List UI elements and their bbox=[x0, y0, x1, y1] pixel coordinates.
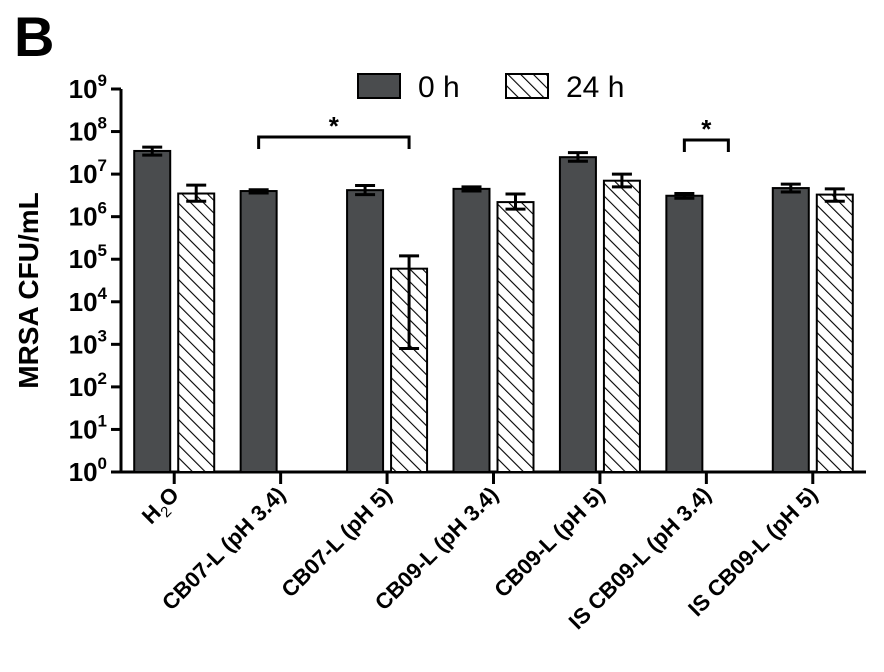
y-tick-label: 101 bbox=[69, 411, 107, 444]
significance-bracket bbox=[257, 135, 411, 149]
legend: 0 h 24 h bbox=[357, 71, 624, 104]
significance-star: * bbox=[701, 114, 712, 144]
bars bbox=[133, 145, 854, 474]
bar-24h bbox=[177, 192, 216, 473]
y-tick-label: 100 bbox=[69, 454, 107, 487]
significance-bracket bbox=[682, 138, 730, 152]
y-tick-label: 104 bbox=[69, 284, 108, 317]
bar-0h bbox=[346, 189, 385, 473]
legend-swatch bbox=[505, 73, 549, 99]
x-tick-label: CB07-L (pH 5) bbox=[276, 482, 396, 602]
bar-0h bbox=[239, 190, 278, 474]
bar-0h bbox=[665, 194, 704, 473]
bar-24h bbox=[815, 193, 854, 473]
y-tick-label: 107 bbox=[69, 156, 107, 189]
y-tick-label: 106 bbox=[69, 199, 107, 232]
significance-annotations: * * bbox=[257, 111, 730, 152]
significance-star: * bbox=[329, 111, 340, 141]
bar-0h bbox=[133, 149, 172, 473]
bar-0h bbox=[771, 187, 810, 474]
y-axis-label: MRSA CFU/mL bbox=[13, 192, 44, 389]
x-tick-label: H2O bbox=[137, 482, 187, 532]
legend-label: 24 h bbox=[566, 71, 624, 104]
panel-label: B bbox=[14, 5, 55, 68]
legend-label: 0 h bbox=[418, 71, 460, 104]
x-tick-label: CB09-L (pH 5) bbox=[489, 482, 609, 602]
bar-0h bbox=[452, 187, 491, 474]
y-tick-label: 109 bbox=[69, 71, 107, 104]
bar-24h bbox=[496, 201, 535, 474]
y-tick-label: 108 bbox=[69, 114, 107, 147]
y-tick-label: 103 bbox=[69, 326, 107, 359]
bar-24h bbox=[602, 179, 641, 473]
y-tick-label: 105 bbox=[69, 241, 107, 274]
y-tick-label: 102 bbox=[69, 369, 107, 402]
legend-swatch bbox=[357, 73, 401, 99]
bar-0h bbox=[558, 156, 597, 474]
